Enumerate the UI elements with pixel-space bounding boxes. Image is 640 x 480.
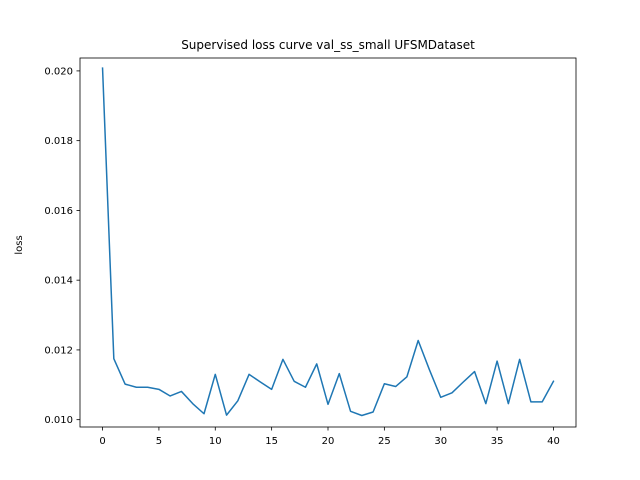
y-tick-label: 0.020 (44, 66, 73, 77)
y-tick-label: 0.016 (44, 206, 73, 217)
x-tick-label: 10 (209, 436, 222, 447)
y-tick-label: 0.014 (44, 276, 73, 287)
y-tick-label: 0.012 (44, 345, 73, 356)
x-tick-label: 15 (265, 436, 278, 447)
x-tick-label: 35 (491, 436, 504, 447)
x-tick-label: 25 (378, 436, 391, 447)
y-tick-label: 0.010 (44, 415, 73, 426)
y-tick-label: 0.018 (44, 136, 73, 147)
y-axis-label: loss (14, 235, 25, 254)
x-tick-label: 20 (322, 436, 335, 447)
x-tick-label: 30 (434, 436, 447, 447)
x-tick-label: 40 (547, 436, 560, 447)
chart-title: Supervised loss curve val_ss_small UFSMD… (181, 38, 475, 52)
series-line (101, 67, 555, 417)
x-tick-label: 0 (99, 436, 105, 447)
x-tick-label: 5 (156, 436, 162, 447)
plot-area: 0 5 10 15 20 25 30 35 40 0.010 0.012 0.014 0.016 0.01… (44, 57, 577, 447)
